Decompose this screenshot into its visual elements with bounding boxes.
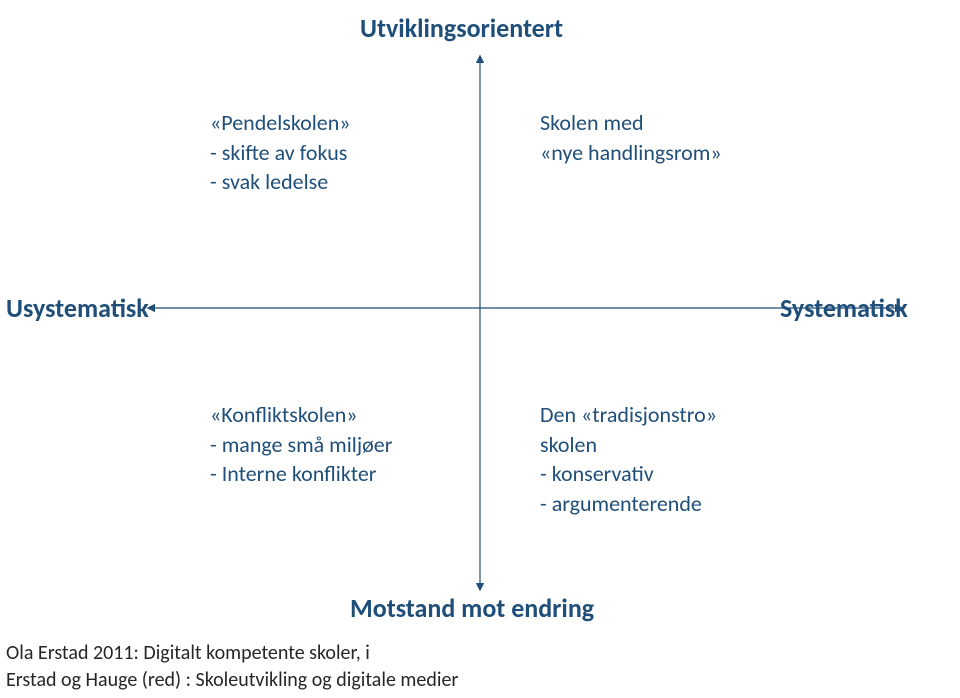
citation-line: Erstad og Hauge (red) : Skoleutvikling o… [6,667,458,694]
quadrant-diagram: Utviklingsorientert Motstand mot endring… [0,0,960,698]
quadrant-line: - skifte av fokus [210,138,351,168]
quadrant-bottom-right: Den «tradisjonstro» skolen - konservativ… [540,400,717,519]
quadrant-line: - svak ledelse [210,167,351,197]
quadrant-line: - argumenterende [540,489,717,519]
axis-label-bottom: Motstand mot endring [350,592,594,624]
citation-line: Ola Erstad 2011: Digitalt kompetente sko… [6,640,458,667]
quadrant-bottom-left: «Konfliktskolen» - mange små miljøer - I… [210,400,392,489]
quadrant-line: - mange små miljøer [210,430,392,460]
axis-label-left: Usystematisk [6,292,149,324]
citation-block: Ola Erstad 2011: Digitalt kompetente sko… [6,640,458,694]
quadrant-line: - konservativ [540,459,717,489]
quadrant-line: skolen [540,430,717,460]
quadrant-title: Den «tradisjonstro» [540,400,717,430]
quadrant-top-left: «Pendelskolen» - skifte av fokus - svak … [210,108,351,197]
quadrant-title: «Konfliktskolen» [210,400,392,430]
quadrant-title: «Pendelskolen» [210,108,351,138]
quadrant-line: - Interne konflikter [210,459,392,489]
axis-label-right: Systematisk [780,292,908,324]
axis-label-top: Utviklingsorientert [360,12,563,44]
quadrant-title: Skolen med [540,108,722,138]
quadrant-line: «nye handlingsrom» [540,138,722,168]
quadrant-top-right: Skolen med «nye handlingsrom» [540,108,722,167]
